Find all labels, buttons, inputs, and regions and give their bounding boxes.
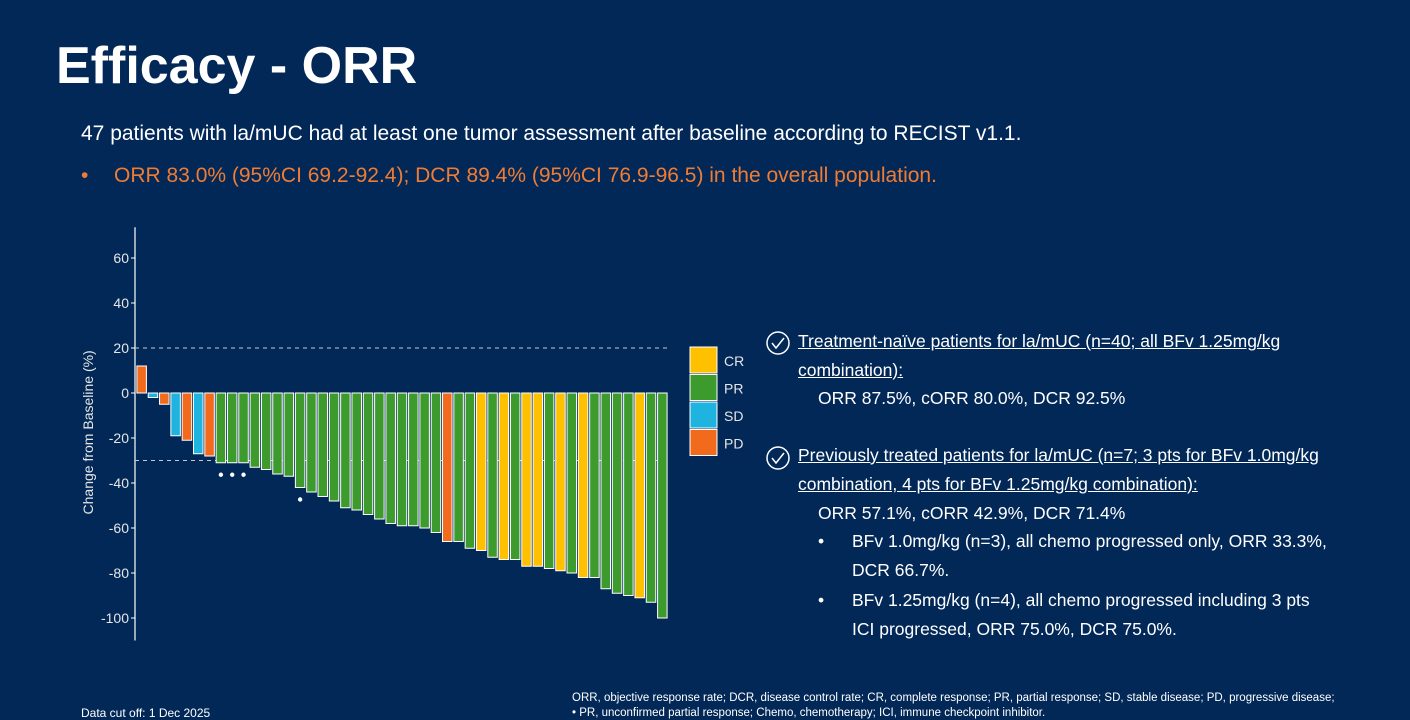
y-tick-label: 20: [113, 340, 129, 356]
footnote: ORR, objective response rate; DCR, disea…: [572, 692, 1335, 704]
note-bullet: BFv 1.0mg/kg (n=3), all chemo progressed…: [852, 531, 1327, 580]
slide-title: Efficacy - ORR: [56, 37, 418, 95]
data-cutoff: Data cut off: 1 Dec 2025: [81, 706, 211, 720]
bar: [136, 365, 147, 394]
legend-label: PD: [724, 436, 743, 452]
bar: [657, 392, 668, 619]
bar: [351, 392, 362, 511]
bar: [419, 392, 430, 529]
bar: [589, 392, 600, 578]
unconfirmed-dot: [297, 497, 303, 502]
bar: [306, 392, 317, 493]
bar: [645, 392, 657, 603]
note-heading: Treatment-naïve patients for la/mUC (n=4…: [798, 331, 1281, 380]
bar: [294, 392, 306, 488]
note-result: ORR 87.5%, cORR 80.0%, DCR 92.5%: [818, 388, 1126, 408]
bar: [543, 392, 555, 569]
bar: [611, 392, 623, 594]
bar: [249, 392, 261, 468]
legend-label: CR: [724, 353, 744, 369]
bar: [226, 392, 238, 464]
bar: [464, 392, 476, 549]
y-tick-label: 40: [113, 295, 129, 311]
bar: [374, 392, 385, 520]
bullet-icon: •: [818, 531, 825, 551]
legend-swatch: [689, 401, 718, 429]
bar: [634, 392, 645, 599]
bar: [408, 392, 419, 527]
y-tick-label: -80: [109, 565, 129, 581]
bar: [215, 392, 227, 464]
bar: [317, 392, 329, 497]
bar: [498, 392, 510, 560]
note-result: ORR 57.1%, cORR 42.9%, DCR 71.4%: [818, 503, 1126, 523]
bar: [328, 392, 340, 502]
bar: [193, 392, 204, 455]
bar: [430, 392, 442, 533]
bar: [181, 392, 193, 441]
bullet-icon: •: [818, 590, 825, 610]
bar: [600, 392, 611, 590]
y-tick-label: 60: [113, 250, 129, 266]
footnote: • PR, unconfirmed partial response; Chem…: [572, 707, 1046, 719]
bar: [385, 392, 396, 524]
bar: [623, 392, 634, 596]
bar: [532, 392, 544, 567]
y-tick-label: -60: [109, 520, 129, 536]
unconfirmed-dot: [230, 472, 235, 477]
bar: [260, 392, 272, 470]
check-icon: [766, 446, 790, 470]
bullet-icon: •: [81, 164, 89, 187]
y-tick-label: -100: [101, 610, 129, 626]
bar: [453, 392, 464, 542]
check-mark: [771, 452, 785, 465]
bar: [521, 392, 532, 567]
check-icon: [766, 331, 790, 355]
y-tick-label: 0: [121, 385, 129, 401]
note-heading: Previously treated patients for la/mUC (…: [798, 445, 1319, 494]
bar: [283, 392, 295, 477]
bar: [147, 392, 159, 398]
bar: [340, 392, 351, 509]
bar: [509, 392, 521, 560]
legend-swatch: [689, 346, 718, 374]
bar: [170, 392, 181, 437]
bar: [362, 392, 374, 515]
unconfirmed-dot: [218, 472, 224, 477]
legend-label: PR: [724, 381, 743, 397]
bar: [442, 392, 453, 542]
y-tick-label: -40: [109, 475, 129, 491]
bar: [577, 392, 589, 578]
bar: [396, 392, 408, 527]
legend-label: SD: [724, 408, 743, 424]
note-bullet: BFv 1.25mg/kg (n=4), all chemo progresse…: [852, 590, 1310, 639]
check-icons: [766, 331, 790, 470]
bar: [159, 392, 170, 405]
bar: [566, 392, 578, 574]
y-tick-label: -20: [109, 430, 129, 446]
subtitle: 47 patients with la/mUC had at least one…: [81, 122, 1022, 145]
bar: [204, 392, 215, 457]
bar: [238, 392, 249, 464]
bar: [475, 392, 487, 551]
unconfirmed-dot: [241, 472, 246, 477]
legend-swatch: [689, 374, 718, 401]
bar: [272, 392, 283, 475]
check-mark: [771, 337, 785, 350]
y-axis-title: Change from Baseline (%): [80, 350, 96, 514]
legend-swatch: [689, 429, 718, 456]
highlight: ORR 83.0% (95%CI 69.2-92.4); DCR 89.4% (…: [114, 164, 937, 187]
bar: [555, 392, 566, 572]
bar: [487, 392, 498, 558]
